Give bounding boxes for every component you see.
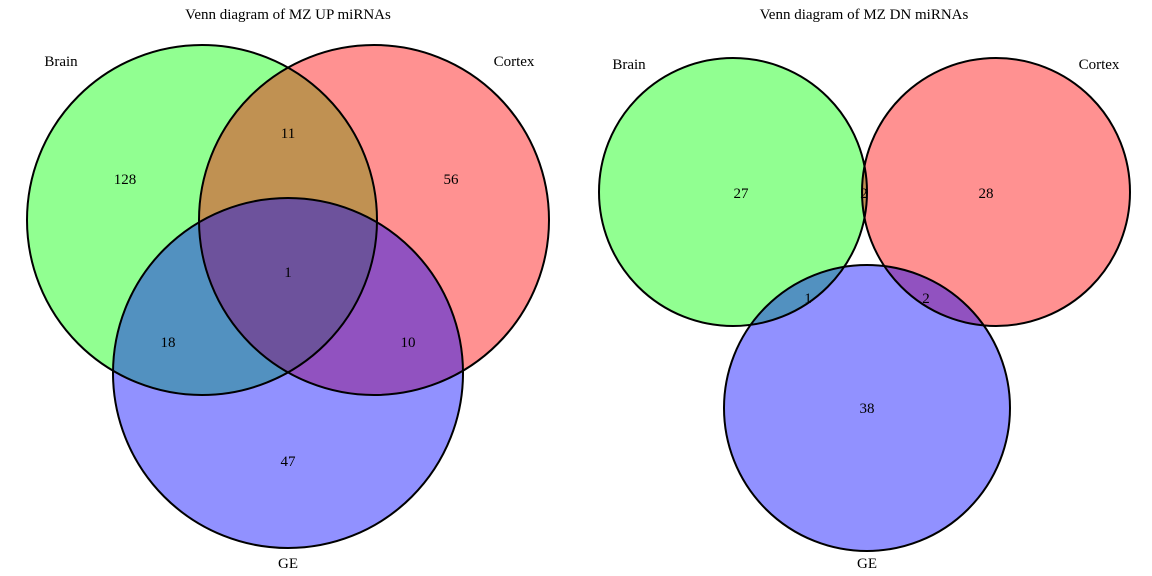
brain-circle-fill — [599, 58, 867, 326]
region-cortex-only: 28 — [979, 186, 994, 202]
region-ge-only: 47 — [281, 454, 297, 470]
diagram-title: Venn diagram of MZ DN miRNAs — [760, 7, 969, 23]
set-label-brain: Brain — [44, 54, 78, 70]
set-label-ge: GE — [857, 556, 877, 572]
region-brain-ge: 1 — [804, 291, 812, 307]
set-label-brain: Brain — [612, 57, 646, 73]
ge-circle-fill — [724, 265, 1010, 551]
set-label-ge: GE — [278, 556, 298, 572]
cortex-circle-fill — [862, 58, 1130, 326]
region-brain-only: 128 — [114, 172, 137, 188]
region-all-three: 1 — [284, 265, 292, 281]
cortex-circle-outline — [861, 57, 1131, 327]
set-label-cortex: Cortex — [494, 54, 535, 70]
region-brain-cortex: 2 — [860, 186, 868, 202]
region-ge-only: 38 — [860, 401, 875, 417]
region-brain-only: 27 — [734, 186, 750, 202]
region-brain-cortex: 11 — [281, 126, 295, 142]
venn-diagram-up: Venn diagram of MZ UP miRNAs Brain Corte… — [26, 7, 550, 572]
venn-diagram-dn: Venn diagram of MZ DN miRNAs Brain Corte… — [598, 7, 1131, 572]
brain-circle-outline — [598, 57, 868, 327]
region-brain-ge: 18 — [161, 335, 176, 351]
region-cortex-only: 56 — [444, 172, 460, 188]
ge-circle-outline — [723, 264, 1011, 552]
region-cortex-ge: 10 — [401, 335, 416, 351]
cortex-circle-outline — [198, 44, 550, 396]
region-cortex-ge: 2 — [922, 291, 930, 307]
set-label-cortex: Cortex — [1079, 57, 1120, 73]
diagram-title: Venn diagram of MZ UP miRNAs — [185, 7, 391, 23]
ge-circle-outline — [112, 197, 464, 549]
brain-circle-outline — [26, 44, 378, 396]
